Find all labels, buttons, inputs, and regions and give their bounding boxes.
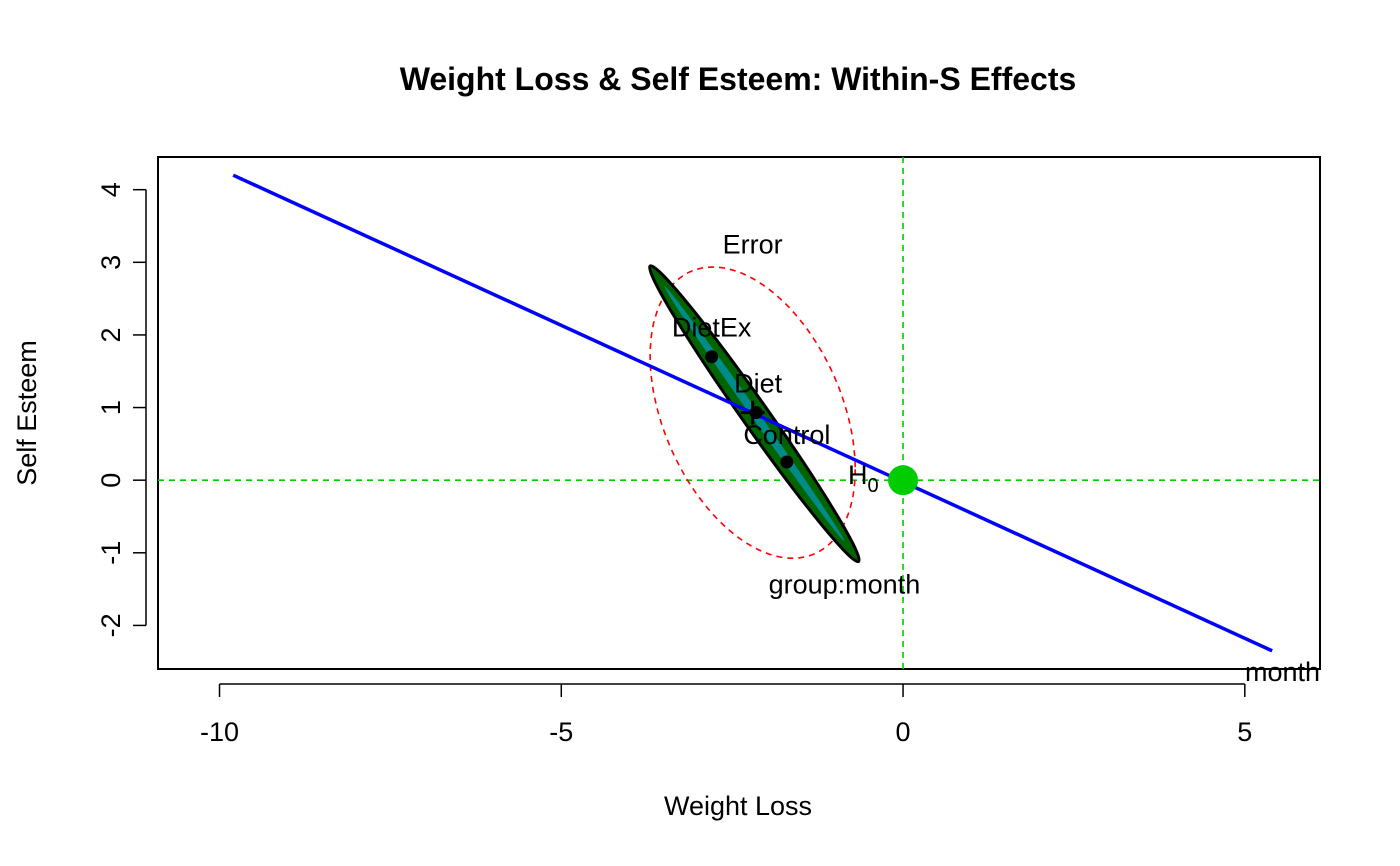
error-ellipse-label: Error xyxy=(723,229,783,259)
group-mean-label: Control xyxy=(743,420,830,450)
group-mean-point xyxy=(780,455,794,469)
month-label: month xyxy=(1245,657,1320,687)
x-tick-label: 0 xyxy=(896,717,911,747)
y-tick-label: -2 xyxy=(96,613,126,637)
x-tick-label: -10 xyxy=(200,717,239,747)
error-ellipse xyxy=(649,266,857,559)
group-month-label: group:month xyxy=(769,570,921,600)
group-mean-label: DietEx xyxy=(672,313,752,343)
y-axis-label: Self Esteem xyxy=(12,340,42,486)
y-tick-label: 0 xyxy=(96,473,126,488)
h0-label: H0 xyxy=(848,460,879,497)
group-mean-point xyxy=(705,350,719,364)
x-axis-label: Weight Loss xyxy=(664,791,812,821)
plot-frame xyxy=(157,156,1321,670)
y-tick-label: 2 xyxy=(96,327,126,342)
chart-title: Weight Loss & Self Esteem: Within-S Effe… xyxy=(400,61,1077,97)
group-month-ellipse-outline xyxy=(648,264,861,564)
y-tick-label: 3 xyxy=(96,255,126,270)
plot-area: -10 -5 0 5-2-101234Errorgroup:monthmonthDie… xyxy=(96,156,1321,747)
y-tick-label: 4 xyxy=(96,182,126,197)
x-tick-label: 5 xyxy=(1237,717,1252,747)
h0-point xyxy=(888,465,919,496)
group-mean-label: Diet xyxy=(734,369,783,399)
y-tick-label: -1 xyxy=(96,541,126,565)
x-tick-label: -5 xyxy=(549,717,573,747)
y-tick-label: 1 xyxy=(96,400,126,415)
